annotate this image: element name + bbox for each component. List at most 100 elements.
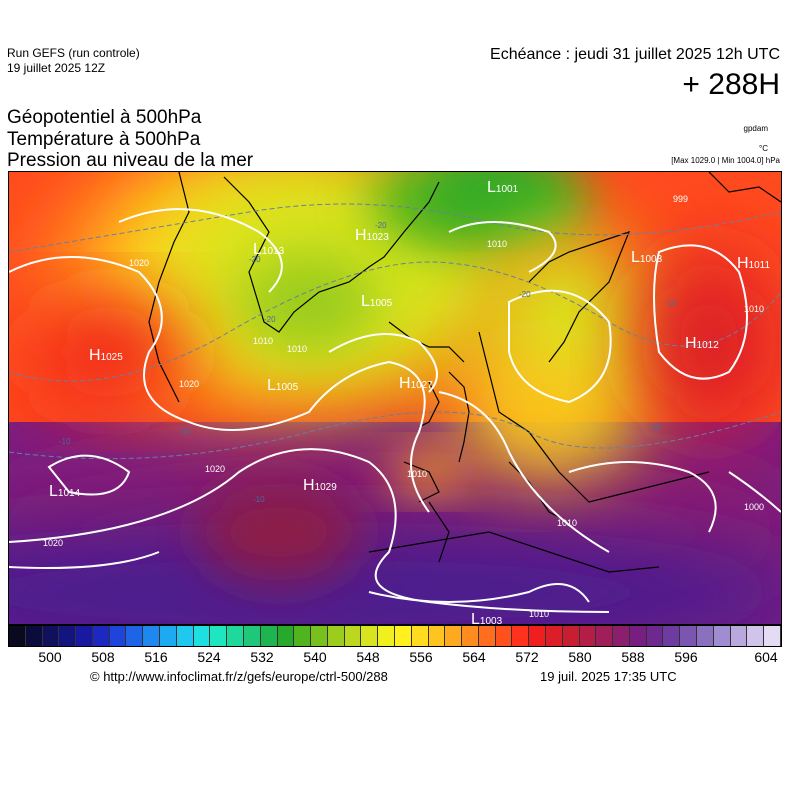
colorbar-tick-label: 596 [674,649,698,665]
pressure-centers: L1001 H1023 L1013 L1005 H1025 L1005 H102… [49,179,771,624]
run-name: Run GEFS (run controle) [7,46,140,60]
colorbar-swatch [361,626,379,646]
generation-time: 19 juil. 2025 17:35 UTC [540,669,677,684]
colorbar-tick-label: 564 [462,649,486,665]
colorbar-swatch [697,626,714,646]
colorbar-swatch [294,626,312,646]
svg-text:1020: 1020 [43,538,63,548]
svg-text:1010: 1010 [287,344,307,354]
colorbar-swatch [680,626,698,646]
forecast-valid-time: Echéance : jeudi 31 juillet 2025 12h UTC [490,46,780,63]
colorbar-swatch [42,626,60,646]
colorbar-swatch [277,626,295,646]
isotherms [9,203,781,460]
colorbar-swatch [193,626,211,646]
colorbar-tick-label: 524 [197,649,221,665]
svg-text:-20: -20 [249,255,261,264]
colorbar-swatch [9,626,26,646]
colorbar-tick-label: 604 [754,649,778,665]
colorbar-swatch [663,626,681,646]
center-L-1003-a: L1003 [631,249,663,266]
colorbar-swatch [764,626,781,646]
colorbar-tick-label: 580 [568,649,592,665]
center-H-1012: H1012 [685,335,719,352]
center-L-1013: L1013 [253,241,285,258]
geopotential-field [9,172,781,624]
svg-text:-10: -10 [59,437,71,446]
svg-text:1010: 1010 [529,609,549,619]
colorbar-tick-label: 540 [303,649,327,665]
center-H-1011: H1011 [737,255,771,272]
colorbar-swatch [730,626,748,646]
colorbar-swatch [546,626,563,646]
colorbar-swatch [25,626,43,646]
center-L-1001: L1001 [487,179,519,196]
colorbar-tick-label: 548 [356,649,380,665]
center-L-1005-a: L1005 [361,293,393,310]
weather-map[interactable]: L1001 H1023 L1013 L1005 H1025 L1005 H102… [8,171,782,625]
colorbar-tick-label: 500 [38,649,62,665]
colorbar-swatch [59,626,77,646]
colorbar-swatch [143,626,161,646]
center-H-1023: H1023 [355,227,389,244]
colorbar-swatch [344,626,362,646]
colorbar-swatch [160,626,177,646]
center-L-1005-b: L1005 [267,377,299,394]
colorbar-swatch [596,626,614,646]
svg-text:1020: 1020 [179,379,199,389]
isotherm-labels: -20 -20 -20 -20 -10 -10 -10 -10 -10 [59,221,677,504]
param-geopotential: Géopotentiel à 500hPa [7,107,202,128]
param-pressure: Pression au niveau de la mer [7,150,254,171]
colorbar-tick-label: 508 [91,649,115,665]
svg-text:-10: -10 [179,427,191,436]
colorbar [8,625,782,647]
colorbar-tick-label: 532 [250,649,274,665]
colorbar-swatch [747,626,765,646]
svg-text:1000: 1000 [744,502,764,512]
source-credit: © http://www.infoclimat.fr/z/gefs/europe… [90,669,388,684]
svg-text:1010: 1010 [407,469,427,479]
colorbar-labels: 500 508 516 524 532 540 548 556 564 572 580 588 596 6… [8,649,780,667]
colorbar-swatch [646,626,664,646]
svg-text:-10: -10 [253,495,265,504]
pressure-minmax: [Max 1029.0 | Min 1004.0] hPa [671,156,780,165]
colorbar-swatch [243,626,261,646]
colorbar-swatch [713,626,731,646]
run-date: 19 juillet 2025 12Z [7,61,106,75]
center-H-1025: H1025 [89,347,123,364]
colorbar-swatch [260,626,278,646]
isobars [9,208,781,613]
colorbar-swatch [92,626,110,646]
lead-time: + 288H [682,68,780,101]
svg-text:-10: -10 [649,423,661,432]
svg-text:1020: 1020 [205,464,225,474]
center-H-1027: H1027 [399,375,433,392]
colorbar-swatch [327,626,345,646]
colorbar-swatch [428,626,446,646]
svg-text:-20: -20 [519,290,531,299]
svg-text:999: 999 [673,194,688,204]
colorbar-tick-label: 588 [621,649,645,665]
center-L-1014: L1014 [49,483,81,500]
colorbar-swatch [512,626,530,646]
isobar-labels: 1020 1020 1020 1020 1010 1010 1010 1010 … [43,194,764,619]
svg-text:1010: 1010 [744,304,764,314]
colorbar-swatch [126,626,144,646]
unit-temperature: °C [759,144,768,153]
center-H-1029: H1029 [303,477,337,494]
colorbar-swatch [378,626,395,646]
colorbar-swatch [227,626,244,646]
colorbar-swatch [411,626,429,646]
svg-text:1010: 1010 [253,336,273,346]
colorbar-swatch [176,626,194,646]
colorbar-tick-label: 572 [515,649,539,665]
colorbar-swatch [210,626,228,646]
colorbar-swatch [462,626,479,646]
colorbar-swatch [109,626,127,646]
colorbar-swatch [311,626,328,646]
svg-text:-10: -10 [665,299,677,308]
colorbar-swatch [529,626,546,646]
svg-text:1020: 1020 [129,258,149,268]
map-canvas: L1001 H1023 L1013 L1005 H1025 L1005 H102… [9,172,781,624]
colorbar-swatch [579,626,597,646]
